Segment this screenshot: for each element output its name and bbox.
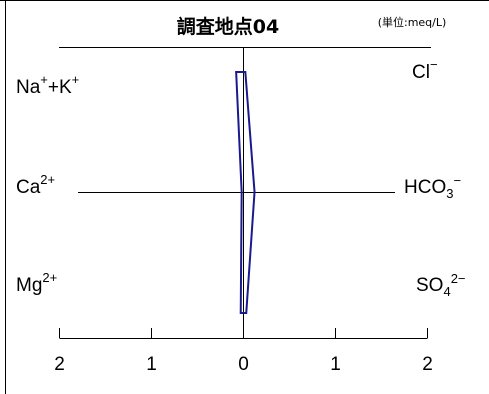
anion-point-2 [245, 312, 247, 314]
cation-point-2 [240, 312, 242, 314]
x-tick-label: 2 [422, 354, 433, 375]
anion-label-2: SO42− [416, 271, 466, 299]
cation-point-1 [241, 191, 243, 193]
unit-label: (単位:meq/L) [378, 15, 447, 29]
anion-label-0: Cl− [412, 57, 438, 83]
cation-label-0: Na++K+ [16, 72, 79, 98]
anion-point-0 [245, 71, 247, 73]
x-tick-label: 1 [146, 354, 157, 375]
x-tick-label: 0 [238, 354, 249, 375]
axes-layer: 2 1 0 1 2 [54, 47, 433, 375]
x-tick-label: 2 [54, 354, 65, 375]
x-tick-label: 1 [330, 354, 341, 375]
anion-point-1 [254, 191, 256, 193]
cation-point-0 [235, 71, 237, 73]
chart-title: 調査地点04 [177, 15, 279, 38]
anion-label-1: HCO3− [404, 173, 461, 201]
cation-label-2: Mg2+ [16, 270, 57, 296]
cation-label-1: Ca2+ [16, 172, 55, 198]
